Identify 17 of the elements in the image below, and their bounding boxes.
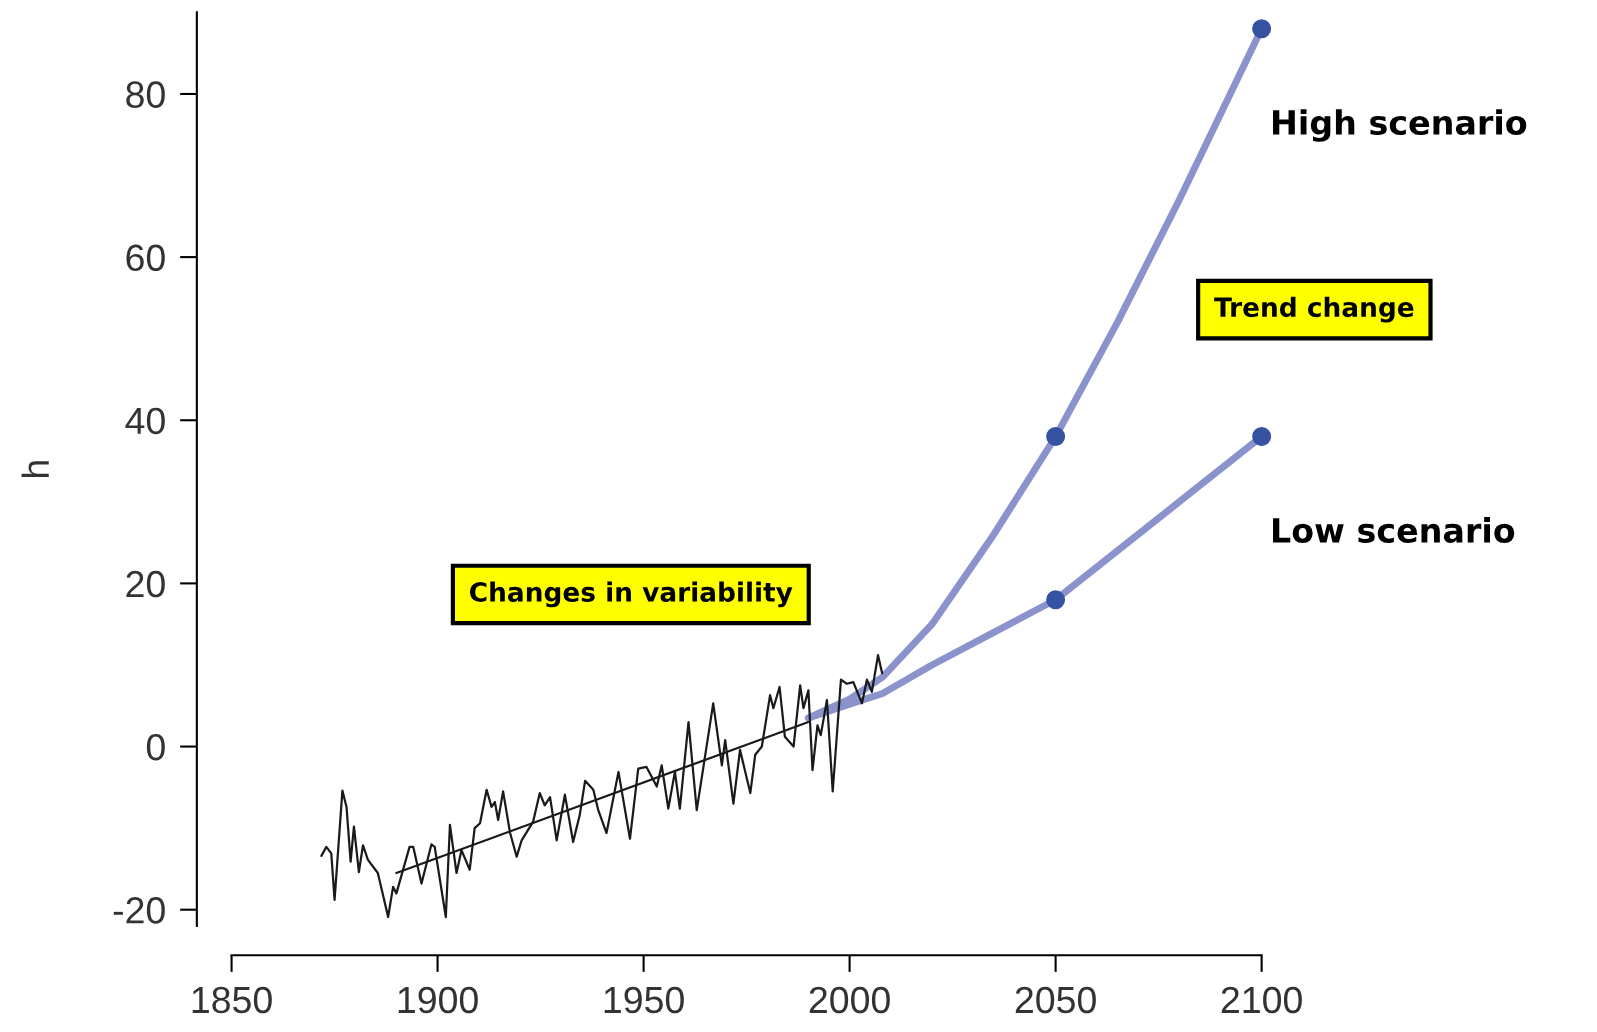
x-tick-label: 2050 bbox=[1015, 986, 1096, 1014]
annotation: Changes in variability bbox=[470, 581, 793, 608]
y-tick-label: 60 bbox=[126, 244, 165, 272]
y-axis-title: h bbox=[21, 461, 49, 478]
y-tick-label: 80 bbox=[126, 81, 165, 108]
x-tick-label: 1900 bbox=[398, 986, 478, 1014]
y-tick-label: 40 bbox=[125, 407, 165, 435]
x-tick-label: 2100 bbox=[1221, 986, 1302, 1014]
annotation: Trend change bbox=[1214, 296, 1414, 323]
text: Low scenario bbox=[1273, 517, 1515, 543]
x-tick-label: 2000 bbox=[809, 986, 890, 1014]
x-tick-label: 1850 bbox=[192, 986, 272, 1014]
y-tick-label: 0 bbox=[146, 733, 165, 761]
series-label: High scenario bbox=[1273, 109, 1527, 142]
y-tick-label: -20 bbox=[113, 897, 165, 924]
y-tick-label: 20 bbox=[126, 570, 165, 598]
x-tick-label: 1950 bbox=[604, 986, 684, 1014]
